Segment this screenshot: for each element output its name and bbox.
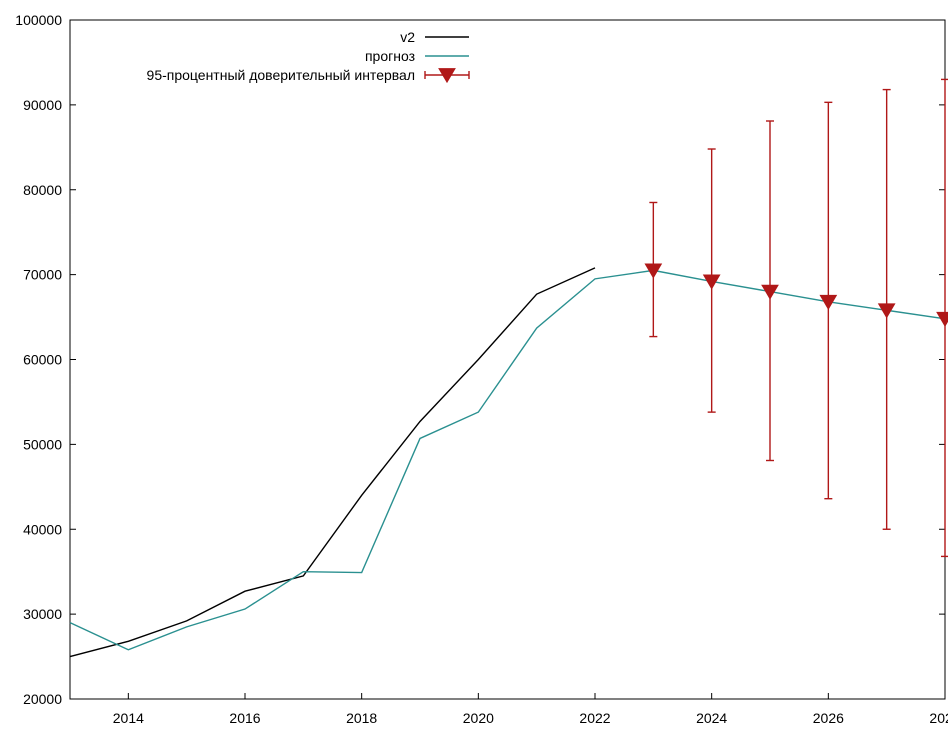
- plot-axes: 20000 30000 40000 50000 60000 70000 80000 90000…: [15, 12, 948, 726]
- y-tick-label: 50000: [23, 436, 62, 452]
- legend-swatch-marker: [438, 68, 456, 84]
- y-tick-label: 100000: [15, 12, 62, 28]
- x-tick-label: 2024: [696, 710, 727, 726]
- x-tick-label: 2026: [813, 710, 844, 726]
- error-bar-point: [702, 274, 721, 290]
- x-tick-label: 2018: [346, 710, 377, 726]
- x-tick-label: 2028: [929, 710, 948, 726]
- legend-label: v2: [400, 29, 415, 45]
- error-bar-point: [819, 294, 838, 310]
- y-tick-label: 20000: [23, 691, 62, 707]
- legend-label: прогноз: [365, 48, 415, 64]
- y-tick-label: 70000: [23, 267, 62, 283]
- series-layer: [69, 78, 948, 658]
- y-tick-label: 80000: [23, 182, 62, 198]
- y-tick-label: 90000: [23, 97, 62, 113]
- error-bar-point: [936, 311, 948, 327]
- error-bar-point: [761, 284, 779, 300]
- x-tick-label: 2016: [229, 710, 260, 726]
- legend: v2 прогноз 95-процентный доверительный инт…: [147, 29, 470, 84]
- x-tick-label: 2022: [579, 710, 610, 726]
- y-tick-label: 40000: [23, 521, 62, 537]
- legend-label: 95-процентный доверительный интервал: [147, 67, 415, 83]
- x-tick-label: 2014: [113, 710, 144, 726]
- y-tick-label: 60000: [23, 352, 62, 368]
- series-1-line: [69, 269, 946, 651]
- plot-frame: [69, 19, 946, 700]
- y-tick-label: 30000: [23, 606, 62, 622]
- error-bar-point: [877, 303, 896, 319]
- series-0-line: [69, 267, 596, 658]
- error-bar-point: [644, 263, 663, 279]
- x-tick-label: 2020: [463, 710, 494, 726]
